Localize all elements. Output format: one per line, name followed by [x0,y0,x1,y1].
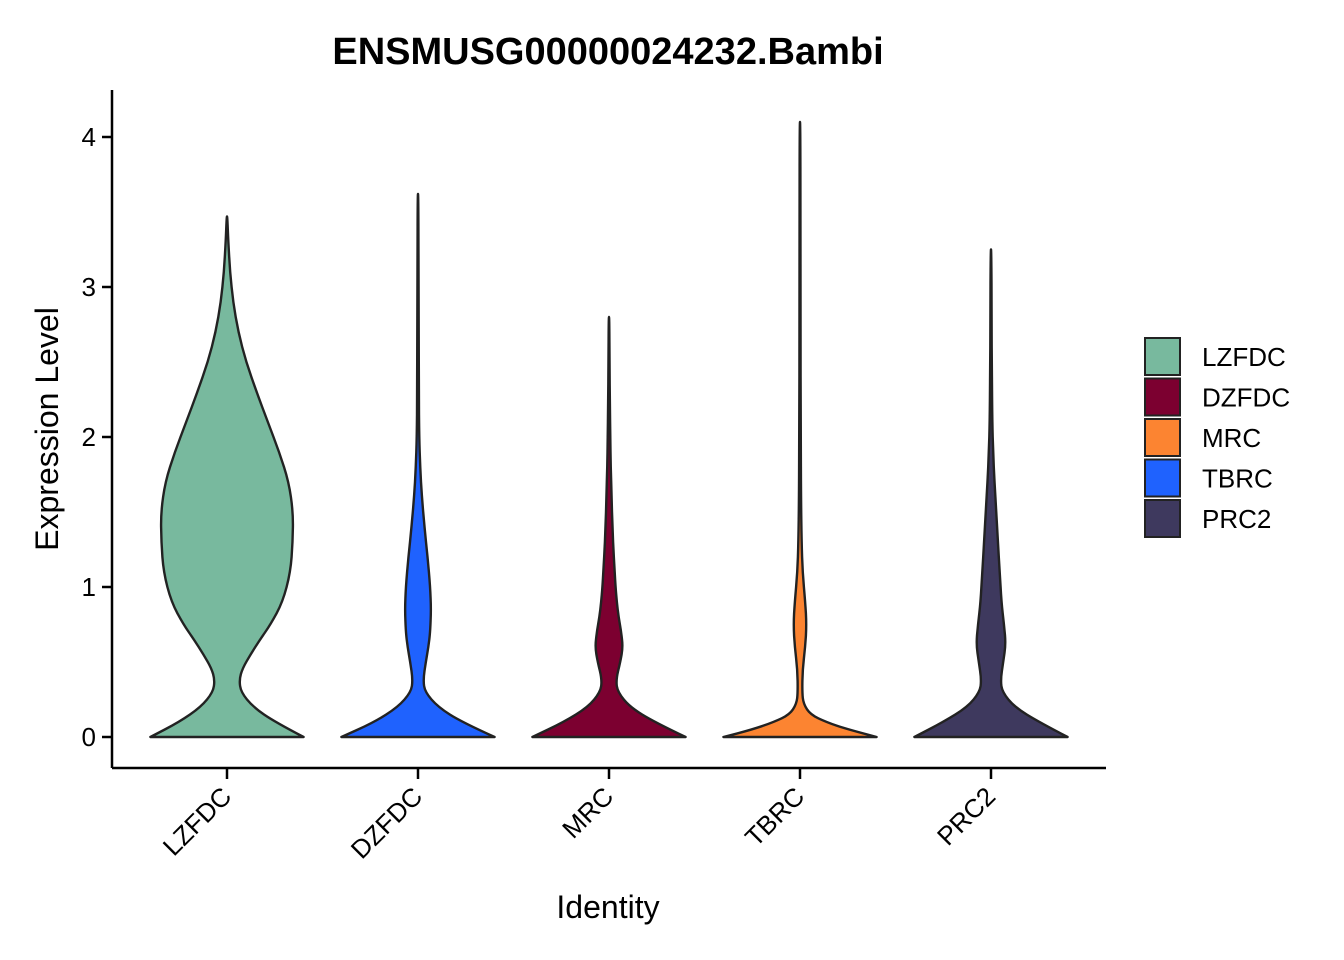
x-tick-label: DZFDC [345,781,429,865]
legend-swatch [1144,499,1181,538]
violin-mrc [531,315,687,739]
legend-label: LZFDC [1202,342,1286,372]
legend-swatch [1144,458,1181,498]
legend-swatch [1144,337,1181,376]
x-axis-title: Identity [556,889,659,925]
y-axis: 0 1 2 3 4 [82,90,114,768]
x-tick-label: PRC2 [931,781,1001,851]
legend-label: PRC2 [1202,504,1271,534]
violin-tbrc [722,120,878,739]
chart-title: ENSMUSG00000024232.Bambi [332,31,883,73]
y-axis-title: Expression Level [29,307,65,551]
legend-swatch [1144,418,1181,457]
y-tick-label: 3 [82,272,96,302]
y-tick-label: 0 [82,722,96,752]
x-tick-label: LZFDC [157,781,237,861]
x-axis: LZFDC DZFDC MRC TBRC PRC2 [112,766,1106,865]
violin-group [149,120,1069,739]
violin-lzfdc [149,215,305,739]
violin-prc2 [913,248,1069,739]
violin-dzfdc [340,192,496,739]
legend: LZFDC DZFDC MRC TBRC PRC2 [1144,337,1290,538]
legend-label: TBRC [1202,464,1273,494]
legend-swatch [1144,377,1181,417]
y-tick-label: 2 [82,422,96,452]
legend-label: MRC [1202,423,1261,453]
x-tick-label: TBRC [739,781,810,852]
legend-label: DZFDC [1202,383,1290,413]
y-tick-label: 4 [82,122,96,152]
y-tick-label: 1 [82,572,96,602]
x-tick-label: MRC [556,781,619,844]
